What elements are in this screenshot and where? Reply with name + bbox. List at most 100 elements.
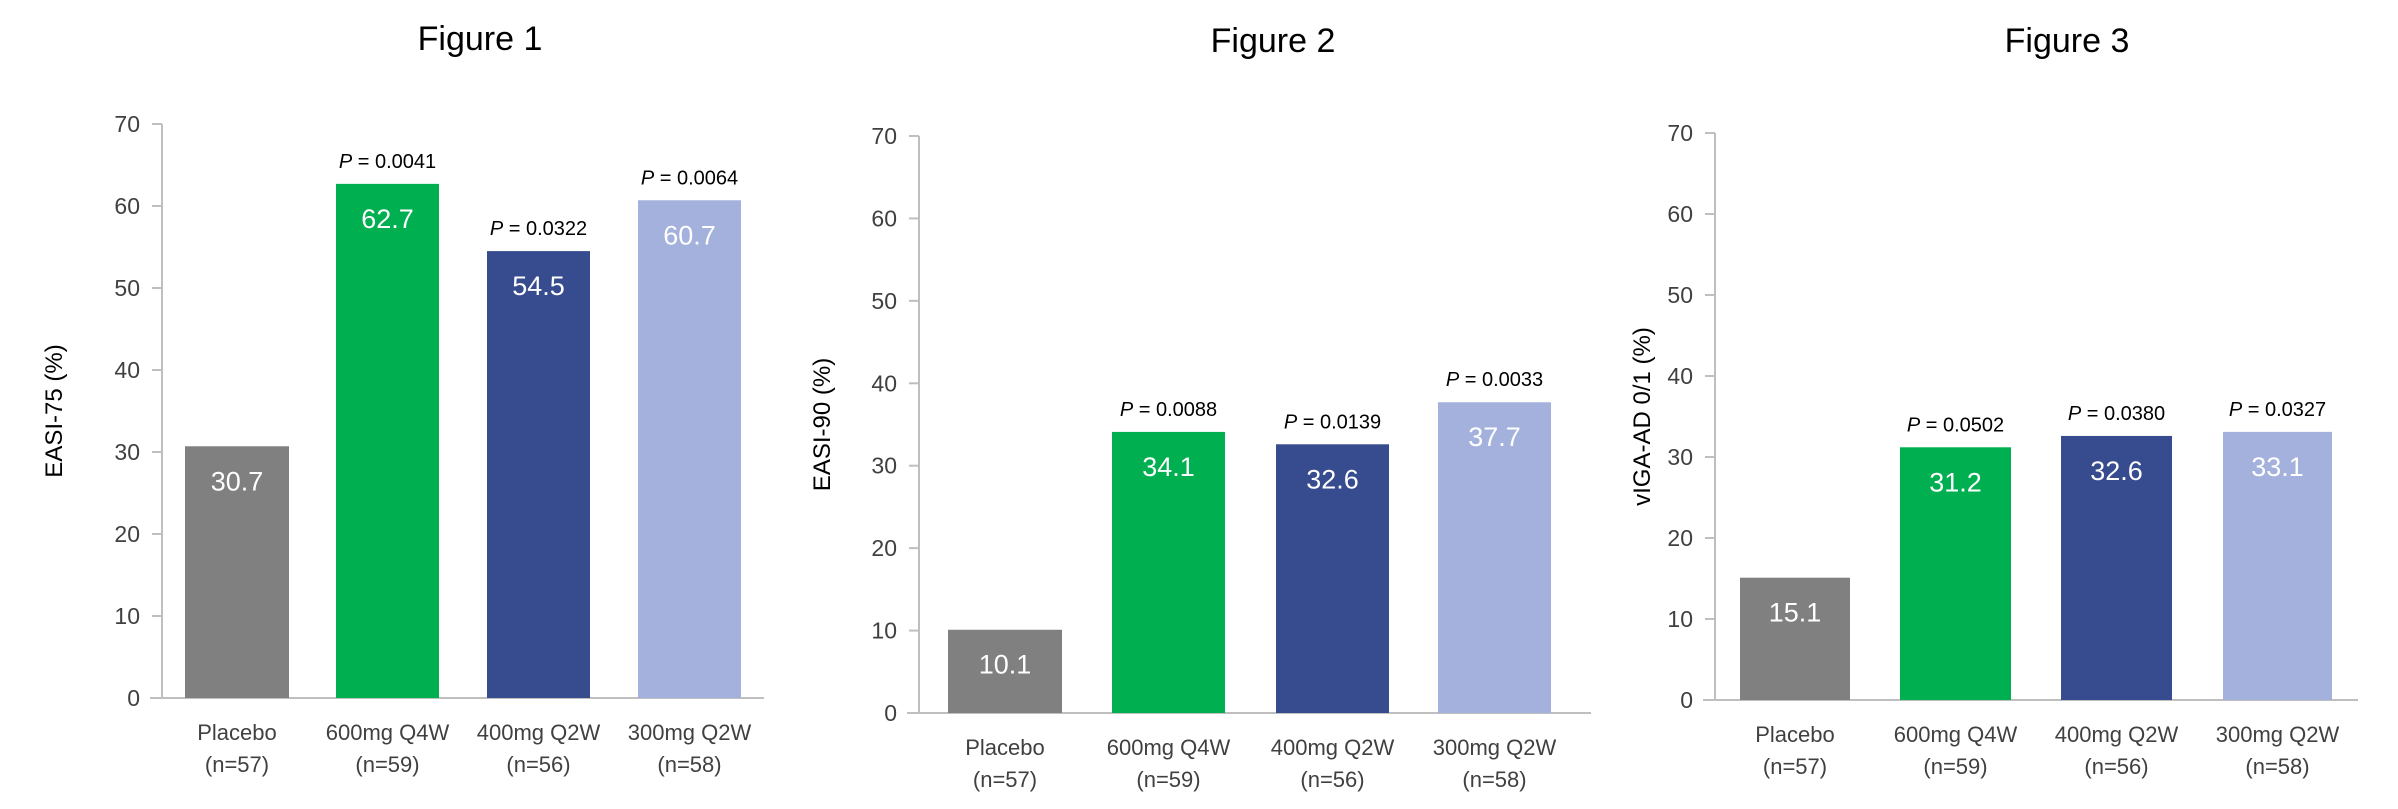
p-value: 0.0064 xyxy=(677,167,738,189)
p-value: 0.0088 xyxy=(1156,399,1217,421)
p-symbol: P xyxy=(1907,414,1921,436)
p-value-label: P = 0.0322 xyxy=(490,218,587,240)
bar-value-label: 32.6 xyxy=(1306,464,1359,494)
y-tick-label: 70 xyxy=(1667,120,1693,146)
x-category-label: Placebo xyxy=(197,720,277,745)
bar-value-label: 30.7 xyxy=(211,466,264,496)
chart-3: Figure 3 vIGA-AD 0/1 (%) 0 10 20 30 40 50 60 70 15… xyxy=(1629,22,2358,779)
y-tick-label: 0 xyxy=(884,700,897,726)
bar-400mg-q2w xyxy=(487,251,590,698)
p-equals: = xyxy=(1459,369,1482,391)
chart-1: Figure 1 EASI-75 (%) 0 10 20 30 40 50 60 70 30.7 Pl… xyxy=(41,20,764,777)
y-tick-label: 10 xyxy=(871,618,897,644)
p-value-label: P = 0.0502 xyxy=(1907,414,2004,436)
x-category-n: (n=57) xyxy=(205,752,269,777)
p-equals: = xyxy=(2242,399,2265,421)
bar-placebo xyxy=(185,446,289,698)
p-equals: = xyxy=(654,167,677,189)
bar-value-label: 60.7 xyxy=(663,220,716,250)
bar-value-label: 37.7 xyxy=(1468,422,1521,452)
chart-title: Figure 2 xyxy=(1211,22,1336,60)
bar-300mg-q2w xyxy=(638,200,741,698)
y-tick-label: 20 xyxy=(114,521,140,547)
bar-600mg-q4w xyxy=(1112,431,1225,713)
x-category-n: (n=59) xyxy=(1923,754,1987,779)
x-category-n: (n=59) xyxy=(1136,767,1200,792)
chart-2: Figure 2 EASI-90 (%) 0 10 20 30 40 50 60 70 10.1 Pl… xyxy=(809,22,1591,792)
x-category-n: (n=57) xyxy=(1763,754,1827,779)
y-tick-label: 0 xyxy=(127,685,140,711)
y-tick-label: 30 xyxy=(871,453,897,479)
p-symbol: P xyxy=(1446,369,1460,391)
x-category-label: 600mg Q4W xyxy=(1107,735,1231,760)
y-tick-label: 50 xyxy=(1667,282,1693,308)
y-tick-label: 30 xyxy=(114,439,140,465)
bar-300mg-q2w xyxy=(2223,431,2332,700)
p-value: 0.0502 xyxy=(1943,414,2004,436)
bar-value-label: 10.1 xyxy=(979,650,1032,680)
y-tick-label: 60 xyxy=(871,205,897,231)
p-value-label: P = 0.0041 xyxy=(339,151,436,173)
x-category-label: 300mg Q2W xyxy=(628,720,752,745)
y-tick-label: 70 xyxy=(114,111,140,137)
y-tick-label: 40 xyxy=(1667,363,1693,389)
x-category-n: (n=58) xyxy=(2245,754,2309,779)
p-symbol: P xyxy=(1120,399,1134,421)
x-category-label: 300mg Q2W xyxy=(2216,722,2340,747)
x-category-n: (n=58) xyxy=(657,752,721,777)
bar-value-label: 54.5 xyxy=(512,271,565,301)
p-value-label: P = 0.0380 xyxy=(2068,403,2165,425)
x-category-n: (n=57) xyxy=(973,767,1037,792)
p-symbol: P xyxy=(490,218,504,240)
p-value: 0.0033 xyxy=(1482,369,1543,391)
p-equals: = xyxy=(503,218,526,240)
bar-400mg-q2w xyxy=(1276,444,1389,713)
y-tick-label: 60 xyxy=(1667,201,1693,227)
bar-600mg-q4w xyxy=(1900,447,2011,700)
bar-placebo xyxy=(948,629,1062,713)
p-value: 0.0380 xyxy=(2104,403,2165,425)
x-category-label: Placebo xyxy=(965,735,1045,760)
y-tick-label: 20 xyxy=(1667,525,1693,551)
x-category-label: 300mg Q2W xyxy=(1433,735,1557,760)
chart-title: Figure 3 xyxy=(2005,22,2130,60)
bar-600mg-q4w xyxy=(336,183,439,699)
y-tick-label: 40 xyxy=(871,370,897,396)
x-category-label: 600mg Q4W xyxy=(1894,722,2018,747)
p-value-label: P = 0.0139 xyxy=(1284,411,1381,433)
x-category-n: (n=58) xyxy=(1462,767,1526,792)
p-equals: = xyxy=(1133,399,1156,421)
p-symbol: P xyxy=(339,151,353,173)
p-equals: = xyxy=(2081,403,2104,425)
x-category-label: Placebo xyxy=(1755,722,1835,747)
bar-value-label: 34.1 xyxy=(1142,452,1195,482)
bar-value-label: 15.1 xyxy=(1769,598,1822,628)
p-equals: = xyxy=(1920,414,1943,436)
y-tick-label: 50 xyxy=(114,275,140,301)
x-category-n: (n=59) xyxy=(355,752,419,777)
y-tick-label: 50 xyxy=(871,288,897,314)
y-axis-label: EASI-75 (%) xyxy=(41,344,68,477)
bar-300mg-q2w xyxy=(1438,402,1551,713)
p-value-label: P = 0.0088 xyxy=(1120,399,1217,421)
p-value: 0.0327 xyxy=(2265,399,2326,421)
y-tick-label: 20 xyxy=(871,535,897,561)
p-equals: = xyxy=(1297,411,1320,433)
chart-title: Figure 1 xyxy=(418,20,543,58)
p-symbol: P xyxy=(641,167,655,189)
p-value: 0.0041 xyxy=(375,151,436,173)
x-category-n: (n=56) xyxy=(2084,754,2148,779)
y-tick-label: 70 xyxy=(871,123,897,149)
p-symbol: P xyxy=(1284,411,1298,433)
x-category-label: 400mg Q2W xyxy=(2055,722,2179,747)
bar-value-label: 62.7 xyxy=(361,204,414,234)
x-category-label: 400mg Q2W xyxy=(1271,735,1395,760)
p-symbol: P xyxy=(2229,399,2243,421)
p-value-label: P = 0.0327 xyxy=(2229,399,2326,421)
y-axis-label: vIGA-AD 0/1 (%) xyxy=(1629,327,1656,506)
bar-placebo xyxy=(1740,577,1850,700)
bar-value-label: 31.2 xyxy=(1929,467,1982,497)
y-tick-label: 10 xyxy=(114,603,140,629)
x-category-label: 600mg Q4W xyxy=(326,720,450,745)
